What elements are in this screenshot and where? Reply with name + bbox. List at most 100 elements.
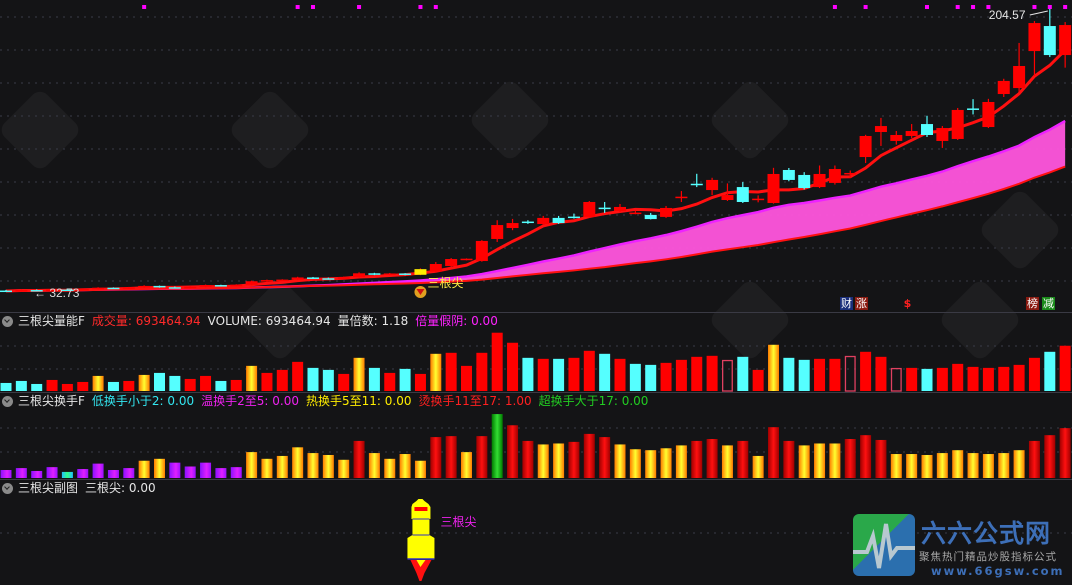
candle-body <box>552 217 565 224</box>
turnover-chart[interactable] <box>0 408 1072 479</box>
collapse-icon[interactable] <box>2 395 13 407</box>
candle-body <box>260 280 273 282</box>
candle-body <box>936 128 949 141</box>
pane-divider <box>0 392 1072 393</box>
turnover-bar <box>614 444 626 478</box>
candle-body <box>706 179 719 191</box>
volume-bar <box>706 355 718 391</box>
candle-body <box>982 101 995 128</box>
volume-bar <box>675 359 687 391</box>
volume-bar <box>292 361 304 391</box>
candle-body <box>828 168 841 183</box>
signal-label: 三根尖 <box>427 276 463 290</box>
candle-body <box>368 273 381 275</box>
volume-bar <box>1028 357 1040 391</box>
volume-bar <box>537 358 549 391</box>
volume-bar <box>921 368 933 391</box>
candle-body <box>798 174 811 189</box>
turnover-bar <box>338 459 350 478</box>
volume-bar <box>154 372 165 391</box>
volume-pane-title[interactable]: 三根尖量能F <box>18 314 85 328</box>
candle-body <box>15 290 28 292</box>
high-price-label: 204.57 <box>989 8 1026 22</box>
turnover-bar <box>721 445 733 478</box>
turnover-bar <box>246 452 258 478</box>
candle-body <box>291 277 304 280</box>
volume-bar <box>399 368 411 391</box>
pane-divider <box>0 312 1072 313</box>
turnover-bar <box>169 462 181 478</box>
volume-bar <box>476 352 488 391</box>
turnover-pane-title[interactable]: 三根尖换手F <box>18 394 85 408</box>
sub-pane-title[interactable]: 三根尖副图 <box>18 481 79 495</box>
turnover-bar <box>798 445 810 478</box>
volume-bar <box>261 372 273 391</box>
turnover-bar <box>123 468 135 478</box>
pane-divider <box>0 479 1072 480</box>
collapse-icon[interactable] <box>2 315 13 327</box>
candle-body <box>782 169 795 180</box>
volume-bar <box>660 362 672 391</box>
top-signal-dot <box>986 5 991 9</box>
collapse-icon[interactable] <box>2 482 13 494</box>
price-chart[interactable]: ← 32.73 204.57 三根尖 <box>0 0 1072 312</box>
turnover-bar <box>921 454 933 478</box>
volume-bar <box>276 369 288 391</box>
volume-bar <box>107 381 119 391</box>
volume-bar <box>783 357 795 391</box>
turnover-bar <box>568 441 580 478</box>
turnover-bar <box>276 455 288 478</box>
turnover-bar <box>77 469 89 478</box>
candle-body <box>521 221 534 224</box>
turnover-bar <box>353 440 365 478</box>
candle-body <box>1059 25 1072 56</box>
turnover-bar <box>46 467 58 478</box>
volume-bar <box>890 367 902 392</box>
turnover-bar <box>660 448 672 478</box>
badge-dollar[interactable]: $ <box>903 297 912 310</box>
rocket-window <box>414 507 428 511</box>
top-signal-dot <box>863 5 868 9</box>
turnover-bar <box>476 436 488 478</box>
volume-bar <box>461 365 472 391</box>
turnover-bar <box>399 454 411 478</box>
turnover-bar <box>1044 435 1056 478</box>
turnover-bar <box>783 440 795 478</box>
candle-body <box>491 225 504 239</box>
badge-list[interactable]: 榜 <box>1026 297 1039 310</box>
turnover-bar <box>384 458 396 478</box>
volume-item: 倍量假阴: 0.00 <box>415 314 498 328</box>
logo-subtitle: 聚焦热门精品炒股指标公式 <box>919 551 1057 563</box>
turnover-bar <box>675 445 687 478</box>
volume-bar <box>246 365 258 391</box>
turnover-bar <box>445 436 457 478</box>
site-logo: 六六公式网 聚焦热门精品炒股指标公式 www.66gsw.com <box>853 514 1068 580</box>
turnover-bar <box>952 450 964 478</box>
top-signal-dot <box>295 5 300 9</box>
rocket-icon <box>407 499 435 581</box>
candle-body <box>859 135 872 158</box>
candle-body <box>107 287 120 290</box>
volume-bar <box>507 342 519 391</box>
turnover-bar <box>215 468 227 478</box>
badge-finance[interactable]: 财 <box>840 297 853 310</box>
rocket-label: 三根尖 <box>440 515 476 529</box>
volume-bar <box>860 351 872 391</box>
turnover-item: 烫换手11至17: 1.00 <box>418 394 532 408</box>
volume-bar <box>230 379 242 391</box>
badge-reduce[interactable]: 减 <box>1042 297 1055 310</box>
candle-body <box>445 259 458 267</box>
candle-body <box>383 273 396 275</box>
volume-bar <box>722 359 733 392</box>
turnover-bar <box>906 454 918 478</box>
logo-url: www.66gsw.com <box>931 564 1065 578</box>
turnover-bar <box>92 463 104 478</box>
high-arrow-icon <box>1029 10 1048 16</box>
candle-body <box>92 287 105 290</box>
volume-chart[interactable] <box>0 328 1072 392</box>
turnover-bar <box>645 450 657 478</box>
badge-rise[interactable]: 涨 <box>855 297 868 310</box>
turnover-bar <box>890 454 902 478</box>
signal-chart[interactable]: 三根尖 <box>0 495 1072 585</box>
candle-body <box>61 289 74 292</box>
